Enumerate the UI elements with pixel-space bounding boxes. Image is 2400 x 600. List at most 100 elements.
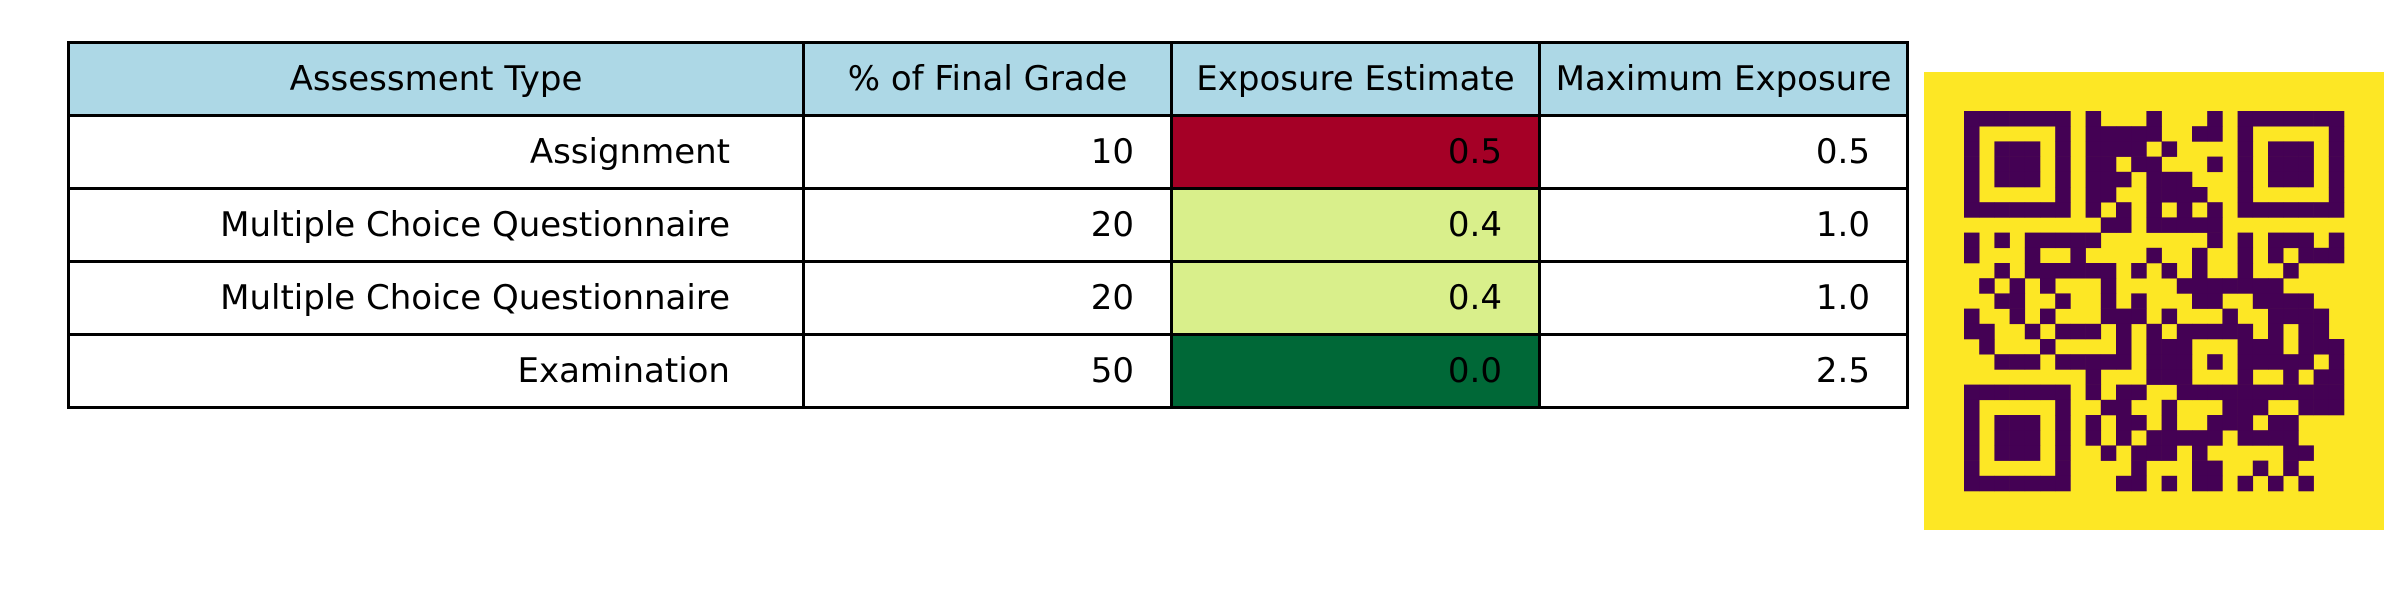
qr-module [2009, 308, 2026, 325]
qr-module [2237, 369, 2254, 385]
qr-module [2252, 202, 2269, 218]
qr-module [2055, 156, 2071, 173]
qr-module [2222, 399, 2238, 416]
qr-module [2131, 475, 2147, 492]
qr-module [2055, 354, 2071, 370]
qr-module [2252, 399, 2269, 416]
qr-module [2070, 323, 2086, 340]
qr-module [1979, 111, 1995, 127]
qr-module [1964, 323, 1980, 340]
qr-module [2024, 156, 2041, 173]
qr-module [1994, 263, 2010, 279]
qr-module [1964, 171, 1980, 188]
qr-module [2237, 278, 2254, 294]
qr-module [2283, 308, 2299, 325]
qr-module [2283, 384, 2299, 401]
qr-module [2298, 445, 2314, 461]
qr-module [2207, 111, 2223, 127]
qr-module [1979, 475, 1995, 492]
qr-module [2116, 384, 2132, 401]
qr-module [2192, 217, 2208, 233]
qr-module [2328, 232, 2345, 249]
qr-module [2192, 126, 2208, 142]
qr-module [2085, 430, 2102, 446]
qr-module [2161, 308, 2178, 325]
qr-module [2085, 369, 2102, 385]
qr-module [2161, 171, 2178, 188]
qr-module [2009, 415, 2026, 431]
qr-module [2055, 202, 2071, 218]
qr-module [2161, 217, 2178, 233]
qr-module [2283, 415, 2299, 431]
qr-module [2313, 247, 2330, 264]
qr-module [2024, 323, 2041, 340]
qr-module [2207, 156, 2223, 173]
qr-module [2055, 475, 2071, 492]
qr-module [2207, 384, 2223, 401]
qr-module [2207, 430, 2223, 446]
qr-module [2085, 415, 2102, 431]
qr-module [2298, 247, 2314, 264]
qr-module [2116, 339, 2132, 355]
qr-module [2055, 460, 2071, 477]
qr-module [2070, 263, 2086, 279]
qr-module [2328, 354, 2345, 370]
qr-module [2207, 323, 2223, 340]
qr-module [2328, 171, 2345, 188]
qr-module [1964, 247, 1980, 264]
qr-module [2161, 475, 2178, 492]
qr-module [1979, 323, 1995, 340]
qr-module [2024, 354, 2041, 370]
qr-module [2268, 141, 2284, 157]
qr-module [2024, 171, 2041, 188]
qr-module [2161, 187, 2178, 203]
qr-module [2040, 308, 2056, 325]
qr-module [2131, 126, 2147, 142]
qr-module [1964, 202, 1980, 218]
qr-module [2237, 430, 2254, 446]
qr-module [2268, 202, 2284, 218]
qr-module [2222, 308, 2238, 325]
cell-assessment-type: Multiple Choice Questionnaire [67, 187, 805, 263]
qr-module [2313, 111, 2330, 127]
qr-module [2207, 217, 2223, 233]
qr-module [2268, 247, 2284, 264]
qr-module [2085, 232, 2102, 249]
qr-module [2131, 460, 2147, 477]
qr-module [2237, 202, 2254, 218]
qr-module [2283, 202, 2299, 218]
qr-module [1964, 445, 1980, 461]
qr-module [2176, 202, 2193, 218]
qr-module [2313, 323, 2330, 340]
qr-module [2268, 278, 2284, 294]
qr-module [2237, 232, 2254, 249]
qr-module [1994, 156, 2010, 173]
qr-module [2055, 111, 2071, 127]
qr-module [2100, 445, 2117, 461]
header-assessment-type: Assessment Type [67, 41, 805, 117]
qr-module [2009, 475, 2026, 492]
qr-module [1979, 384, 1995, 401]
qr-module [2192, 430, 2208, 446]
qr-module [2100, 187, 2117, 203]
qr-module [2313, 369, 2330, 385]
cell-exposure-estimate: 0.5 [1170, 114, 1541, 190]
qr-module [2040, 111, 2056, 127]
qr-module [2024, 247, 2041, 264]
qr-module [2237, 339, 2254, 355]
qr-module [1964, 430, 1980, 446]
qr-module [2040, 339, 2056, 355]
qr-module [2268, 475, 2284, 492]
qr-module [2100, 171, 2117, 188]
qr-module [2176, 369, 2193, 385]
qr-module [2024, 445, 2041, 461]
qr-module [2283, 263, 2299, 279]
qr-module [1994, 354, 2010, 370]
qr-module [2176, 171, 2193, 188]
qr-module [2100, 263, 2117, 279]
qr-module [1964, 384, 1980, 401]
qr-module [1964, 141, 1980, 157]
qr-module [2313, 384, 2330, 401]
qr-module [2055, 445, 2071, 461]
qr-module [2207, 232, 2223, 249]
